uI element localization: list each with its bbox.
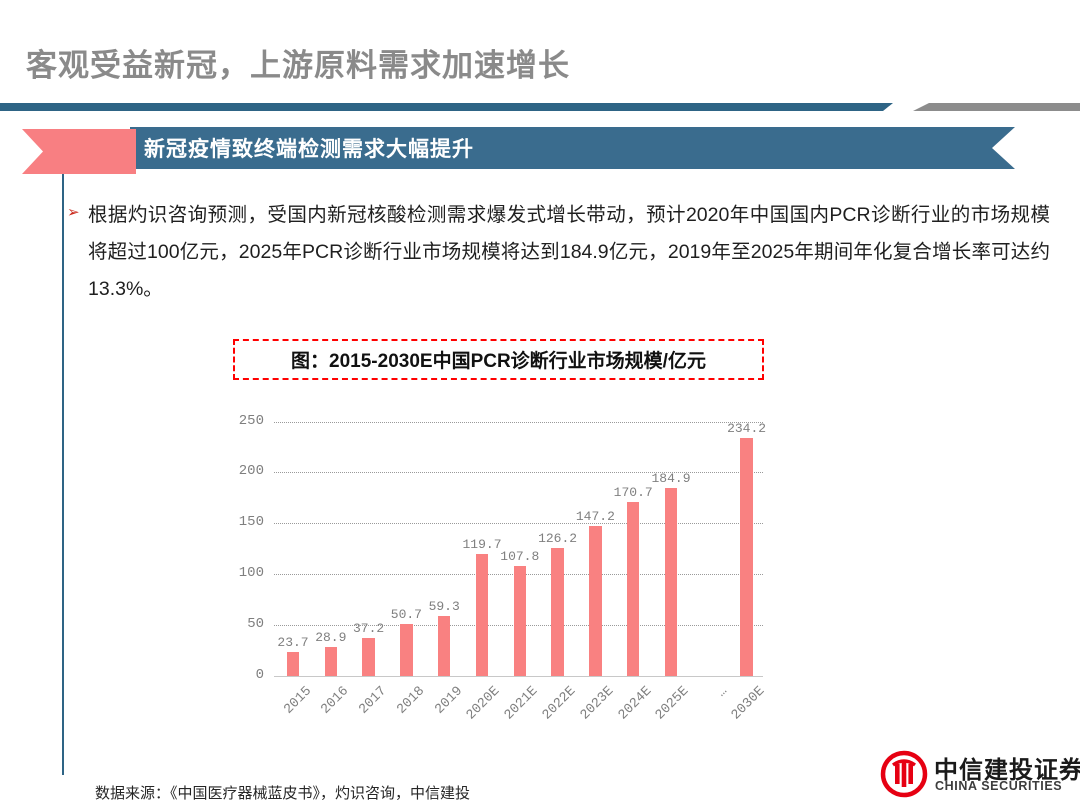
- brand-logo: 中信建投证券 CHINA SECURITIES: [880, 748, 1080, 804]
- gridline: [274, 472, 763, 474]
- bar: [664, 487, 678, 676]
- left-rule-line: [62, 174, 64, 775]
- bar: [589, 526, 602, 676]
- y-tick-label: 100: [238, 565, 264, 582]
- x-tick-label: 2022E: [539, 684, 580, 724]
- bar: [740, 437, 753, 676]
- bar-value-label: 170.7: [613, 485, 653, 501]
- bar-value-label: 107.8: [500, 549, 540, 565]
- bar-value-label: 119.7: [462, 537, 502, 553]
- x-tick-label: 2023E: [577, 684, 618, 724]
- accent-bar-blue: [0, 103, 893, 111]
- y-tick-label: 250: [238, 412, 264, 429]
- x-tick-label: 2020E: [464, 684, 504, 724]
- bar: [626, 502, 640, 676]
- page-title: 客观受益新冠，上游原料需求加速增长: [26, 48, 570, 83]
- bar-value-label: 50.7: [390, 607, 422, 623]
- x-tick-label: 2017: [356, 684, 391, 718]
- body-paragraph: 根据灼识咨询预测，受国内新冠核酸检测需求爆发式增长带动，预计2020年中国国内P…: [88, 204, 1050, 300]
- y-tick-label: 150: [238, 514, 264, 531]
- x-tick-label: 2024E: [615, 684, 655, 724]
- bar-value-label: 234.2: [727, 420, 767, 436]
- x-axis-line: [274, 676, 763, 677]
- x-tick-label: 2018: [394, 684, 429, 718]
- bar: [362, 638, 375, 676]
- bar: [324, 646, 338, 676]
- x-tick-label: 2015: [281, 684, 315, 718]
- bar: [286, 651, 300, 676]
- bullet-arrow-icon: ➢: [67, 204, 80, 221]
- x-tick-label: 2016: [318, 684, 353, 718]
- gridline: [274, 421, 763, 423]
- bar-value-label: 37.2: [352, 621, 385, 637]
- section-banner-label: 新冠疫情致终端检测需求大幅提升: [144, 138, 474, 161]
- bar: [513, 566, 527, 676]
- chart-title: 图：2015-2030E中国PCR诊断行业市场规模/亿元: [291, 351, 706, 372]
- bar-value-label: 28.9: [315, 629, 347, 645]
- citic-emblem-icon: [880, 750, 928, 798]
- x-tick-label: 2021E: [502, 684, 542, 724]
- bar-value-label: 184.9: [651, 470, 691, 486]
- source-note: 数据来源：《中国医疗器械蓝皮书》，灼识咨询，中信建投: [95, 785, 471, 802]
- gridline: [274, 523, 763, 525]
- x-tick-label: …: [714, 684, 731, 701]
- x-tick-label: 2030E: [728, 684, 769, 724]
- bar: [400, 624, 413, 676]
- bar: [437, 615, 451, 676]
- y-tick-label: 200: [238, 463, 264, 480]
- bar: [551, 547, 564, 676]
- accent-bar-gray: [913, 103, 1080, 111]
- bar-value-label: 126.2: [538, 530, 578, 546]
- bar: [475, 554, 489, 676]
- y-tick-label: 50: [247, 616, 264, 633]
- ribbon-flag: [22, 129, 136, 174]
- brand-name-cn: 中信建投证券: [934, 757, 1080, 784]
- chart: 0 50 100 150 200 250 23.7 28.9 37.2 50.7 59.3 119.7…: [220, 402, 800, 742]
- bar-value-label: 147.2: [575, 509, 615, 525]
- x-tick-label: 2025E: [653, 684, 693, 724]
- bar-value-label: 59.3: [428, 598, 460, 614]
- bar-value-label: 23.7: [277, 634, 309, 650]
- y-tick-label: 0: [255, 667, 264, 683]
- x-tick-label: 2019: [432, 684, 466, 718]
- chart-title-box: 图：2015-2030E中国PCR诊断行业市场规模/亿元: [233, 339, 764, 380]
- brand-name-en: CHINA SECURITIES: [935, 779, 1063, 793]
- section-banner: 新冠疫情致终端检测需求大幅提升: [130, 127, 1015, 169]
